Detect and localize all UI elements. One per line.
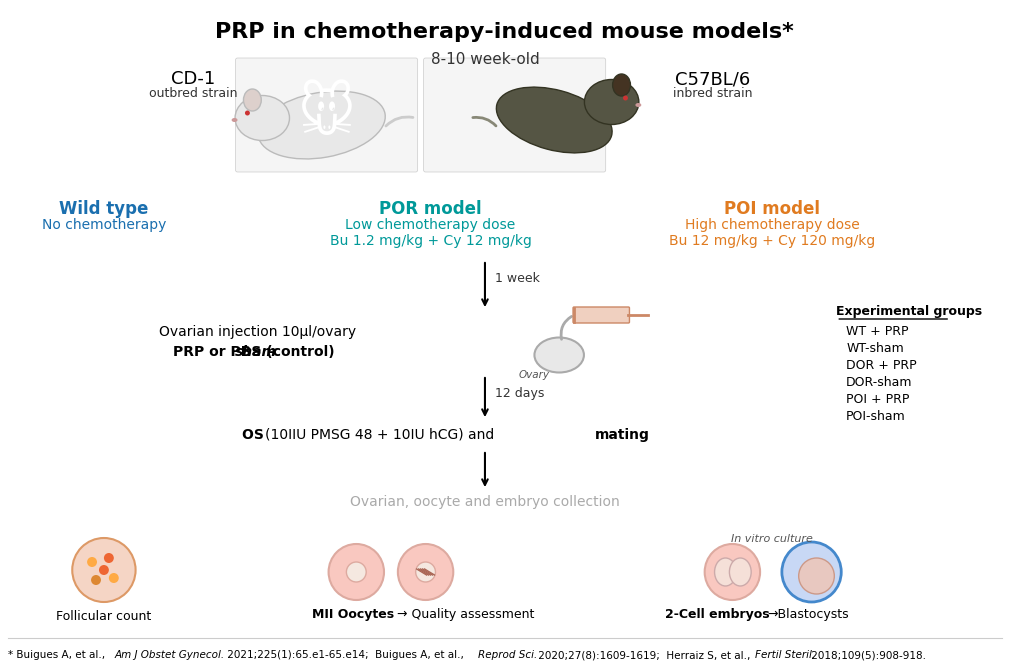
Text: WT + PRP: WT + PRP [846, 325, 908, 338]
Circle shape [109, 573, 118, 583]
Text: Fertil Steril.: Fertil Steril. [754, 650, 814, 660]
Text: Follicular count: Follicular count [56, 610, 152, 623]
Text: →Blastocysts: →Blastocysts [766, 608, 848, 621]
Text: Am J Obstet Gynecol.: Am J Obstet Gynecol. [115, 650, 225, 660]
Text: MII Oocytes: MII Oocytes [312, 608, 393, 621]
Text: No chemotherapy: No chemotherapy [42, 218, 166, 232]
Text: 2018;109(5):908-918.: 2018;109(5):908-918. [807, 650, 924, 660]
Circle shape [104, 553, 114, 563]
Circle shape [72, 538, 136, 602]
Text: Bu 1.2 mg/kg + Cy 12 mg/kg: Bu 1.2 mg/kg + Cy 12 mg/kg [329, 234, 531, 248]
Ellipse shape [714, 558, 736, 586]
Text: POR model: POR model [379, 200, 481, 218]
Circle shape [798, 558, 834, 594]
Ellipse shape [729, 558, 750, 586]
Text: CD-1: CD-1 [171, 70, 215, 88]
Text: * Buigues A, et al.,: * Buigues A, et al., [8, 650, 108, 660]
Text: DOR + PRP: DOR + PRP [846, 359, 916, 372]
FancyBboxPatch shape [235, 58, 417, 172]
Text: -control): -control) [267, 345, 334, 359]
Circle shape [782, 542, 841, 602]
Text: Reprod Sci.: Reprod Sci. [478, 650, 537, 660]
Text: POI model: POI model [723, 200, 819, 218]
Text: Wild type: Wild type [59, 200, 149, 218]
Text: Ovarian, oocyte and embryo collection: Ovarian, oocyte and embryo collection [350, 495, 620, 509]
FancyArrowPatch shape [473, 117, 495, 126]
Circle shape [328, 544, 383, 600]
Ellipse shape [623, 95, 628, 101]
Text: WT-sham: WT-sham [846, 342, 903, 355]
Text: 2021;225(1):65.e1-65.e14;  Buigues A, et al.,: 2021;225(1):65.e1-65.e14; Buigues A, et … [223, 650, 467, 660]
Circle shape [346, 562, 366, 582]
FancyBboxPatch shape [423, 58, 605, 172]
Text: inbred strain: inbred strain [673, 87, 752, 100]
Text: 1 week: 1 week [494, 272, 539, 285]
Text: mating: mating [594, 428, 649, 442]
Ellipse shape [496, 87, 611, 153]
Text: 12 days: 12 days [494, 386, 544, 399]
Text: Bu 12 mg/kg + Cy 120 mg/kg: Bu 12 mg/kg + Cy 120 mg/kg [668, 234, 874, 248]
Ellipse shape [234, 95, 289, 140]
Text: Ovarian injection 10μl/ovary: Ovarian injection 10μl/ovary [159, 325, 356, 339]
Text: High chemotherapy dose: High chemotherapy dose [684, 218, 858, 232]
Ellipse shape [534, 338, 583, 372]
Ellipse shape [258, 91, 385, 159]
Text: Ovary: Ovary [519, 370, 549, 380]
Circle shape [99, 565, 109, 575]
Text: 8-10 week-old: 8-10 week-old [430, 52, 539, 67]
Circle shape [416, 562, 435, 582]
Ellipse shape [612, 74, 630, 96]
Text: 🐭: 🐭 [298, 87, 356, 143]
Circle shape [397, 544, 452, 600]
Text: (10IIU PMSG 48 + 10IU hCG) and: (10IIU PMSG 48 + 10IU hCG) and [265, 428, 498, 442]
Text: C57BL/6: C57BL/6 [675, 70, 750, 88]
Text: In vitro culture: In vitro culture [731, 534, 812, 544]
Text: → Quality assessment: → Quality assessment [396, 608, 534, 621]
Text: OS: OS [243, 428, 269, 442]
Text: PRP in chemotherapy-induced mouse models*: PRP in chemotherapy-induced mouse models… [215, 22, 794, 42]
FancyBboxPatch shape [573, 307, 629, 323]
Text: Experimental groups: Experimental groups [836, 305, 981, 318]
Circle shape [87, 557, 97, 567]
Text: Low chemotherapy dose: Low chemotherapy dose [345, 218, 516, 232]
Text: PRP or PBS (: PRP or PBS ( [173, 345, 272, 359]
Ellipse shape [231, 118, 237, 122]
FancyArrowPatch shape [385, 117, 413, 126]
Text: sham: sham [234, 345, 276, 359]
Circle shape [91, 575, 101, 585]
Ellipse shape [584, 79, 638, 125]
Text: POI-sham: POI-sham [846, 410, 905, 423]
Text: 2020;27(8):1609-1619;  Herraiz S, et al.,: 2020;27(8):1609-1619; Herraiz S, et al., [535, 650, 753, 660]
Text: 2-Cell embryos: 2-Cell embryos [664, 608, 769, 621]
Circle shape [704, 544, 759, 600]
Text: DOR-sham: DOR-sham [846, 376, 912, 389]
Ellipse shape [245, 111, 250, 115]
Ellipse shape [635, 103, 641, 107]
Text: POI + PRP: POI + PRP [846, 393, 909, 406]
Text: outbred strain: outbred strain [149, 87, 237, 100]
FancyArrowPatch shape [560, 317, 571, 340]
Ellipse shape [244, 89, 261, 111]
